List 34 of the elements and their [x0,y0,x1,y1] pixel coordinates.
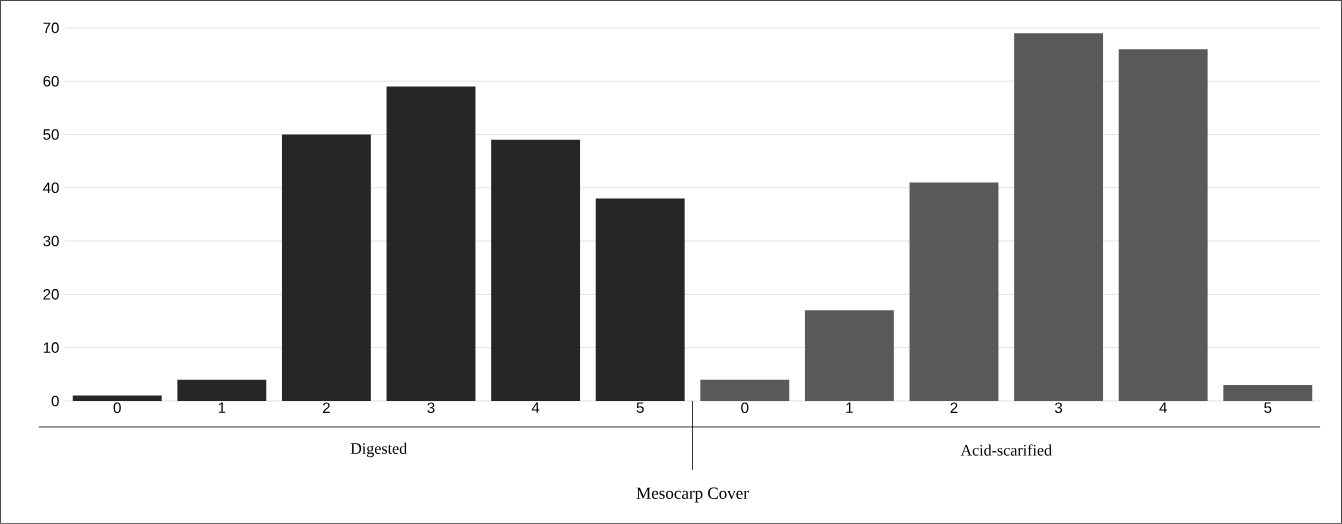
bar [595,198,685,402]
text: Acid-scarified [960,444,1052,456]
text: Digested [350,442,407,458]
bar [177,379,267,402]
y-tick-label: 30 [43,235,59,247]
bar [700,379,790,402]
y-tick-label: 50 [43,129,59,140]
y-tick-label: 70 [43,22,59,34]
y-tick-label: 20 [43,289,59,300]
x-tick-label: 5 [1264,402,1272,413]
y-tick-label: 60 [43,75,59,87]
y-tick-label: 10 [43,342,59,354]
x-tick-label: 1 [218,402,226,413]
bar [281,134,371,402]
y-tick-label: 40 [43,182,59,194]
text: Mesocarp Cover [636,487,749,503]
bar [1223,385,1313,402]
bar [909,182,999,402]
bar [804,310,894,402]
x-tick-label: 3 [427,402,435,414]
x-tick-label: 2 [323,402,330,414]
bar [1118,49,1208,402]
bar [1014,33,1104,402]
bar [386,86,476,402]
x-tick-label: 0 [741,402,749,414]
bar [491,139,581,402]
x-tick-label: 4 [1159,402,1167,413]
x-tick-label: 5 [636,402,644,413]
x-tick-label: 0 [113,402,121,414]
x-tick-label: 1 [846,402,853,413]
x-tick-label: 2 [950,402,958,414]
bar [72,395,162,402]
x-tick-label: 4 [531,402,540,413]
x-tick-label: 3 [1054,402,1063,414]
